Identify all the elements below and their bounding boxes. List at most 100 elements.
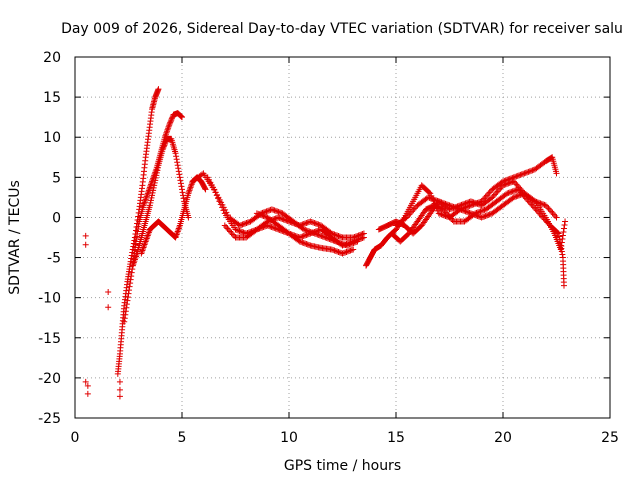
data-point xyxy=(125,290,132,297)
data-point xyxy=(339,250,346,257)
data-point xyxy=(336,233,343,240)
data-point xyxy=(199,171,206,178)
data-point xyxy=(340,242,347,249)
data-point xyxy=(319,233,326,240)
data-point xyxy=(255,225,262,232)
y-tick-label: -20 xyxy=(38,371,61,387)
data-point xyxy=(173,153,180,160)
data-point xyxy=(126,287,133,294)
data-point xyxy=(242,220,249,227)
data-point xyxy=(152,174,159,181)
data-point xyxy=(167,118,174,125)
data-point xyxy=(506,189,513,196)
data-point xyxy=(343,249,350,256)
x-tick-label: 10 xyxy=(280,430,298,446)
data-point xyxy=(463,208,470,215)
data-point xyxy=(149,192,156,199)
data-point xyxy=(257,224,264,231)
x-tick-label: 25 xyxy=(601,430,619,446)
data-point xyxy=(240,220,247,227)
data-point xyxy=(272,215,279,222)
data-point xyxy=(477,201,484,208)
data-point xyxy=(469,198,476,205)
data-point xyxy=(458,206,465,213)
data-point xyxy=(238,221,245,228)
data-point xyxy=(121,315,128,322)
data-point xyxy=(536,199,543,206)
data-point xyxy=(318,232,325,239)
data-point xyxy=(486,189,493,196)
data-point xyxy=(154,167,161,174)
data-point xyxy=(509,178,516,185)
x-tick-label: 20 xyxy=(494,430,512,446)
data-point xyxy=(152,177,159,184)
data-point xyxy=(178,113,185,120)
data-point xyxy=(449,205,456,212)
data-point xyxy=(228,229,235,236)
data-point xyxy=(269,224,276,231)
data-point xyxy=(348,239,355,246)
data-point xyxy=(308,229,315,236)
data-point xyxy=(264,207,271,214)
data-point xyxy=(557,242,564,249)
data-point xyxy=(160,144,167,151)
x-tick-label: 0 xyxy=(71,430,80,446)
data-point xyxy=(314,220,321,227)
data-point xyxy=(562,218,569,225)
data-point xyxy=(317,232,324,239)
data-point xyxy=(513,193,520,200)
data-point xyxy=(331,247,338,254)
data-point xyxy=(518,171,525,178)
data-point xyxy=(554,229,561,236)
data-point xyxy=(478,207,485,214)
data-point xyxy=(555,230,562,237)
data-point xyxy=(463,199,470,206)
y-tick-label: -10 xyxy=(38,291,61,307)
data-point xyxy=(105,289,112,296)
data-point xyxy=(212,189,219,196)
data-point xyxy=(550,211,557,218)
data-point xyxy=(255,210,262,217)
data-point xyxy=(521,170,528,177)
data-point xyxy=(216,196,223,203)
data-point xyxy=(221,222,228,229)
data-point xyxy=(302,240,309,247)
data-point xyxy=(168,116,175,123)
data-point xyxy=(560,228,567,235)
data-point xyxy=(473,209,480,216)
data-point xyxy=(552,212,559,219)
data-point xyxy=(545,205,552,212)
data-point xyxy=(149,189,156,196)
data-point xyxy=(280,216,287,223)
data-point xyxy=(239,221,246,228)
data-point xyxy=(180,195,187,202)
data-point xyxy=(151,182,158,189)
data-point xyxy=(334,248,341,255)
chart-title: Day 009 of 2026, Sidereal Day-to-day VTE… xyxy=(61,21,623,37)
data-point xyxy=(243,219,250,226)
data-point xyxy=(509,188,516,195)
data-point xyxy=(150,187,157,194)
data-point xyxy=(453,203,460,210)
data-point xyxy=(210,184,217,191)
data-point xyxy=(279,215,286,222)
data-point xyxy=(450,204,457,211)
data-point xyxy=(174,162,181,169)
data-point xyxy=(275,208,282,215)
data-point xyxy=(549,209,556,216)
data-point xyxy=(486,211,493,218)
data-point xyxy=(556,233,563,240)
data-point xyxy=(335,232,342,239)
data-point xyxy=(161,142,168,149)
data-point xyxy=(336,249,343,256)
data-point xyxy=(344,240,351,247)
data-point xyxy=(532,198,539,205)
data-point xyxy=(508,188,515,195)
data-point xyxy=(302,220,309,227)
data-point xyxy=(512,179,519,186)
data-point xyxy=(311,228,318,235)
data-point xyxy=(236,222,243,229)
data-point xyxy=(411,205,418,212)
data-point xyxy=(177,180,184,187)
data-point xyxy=(537,200,544,207)
